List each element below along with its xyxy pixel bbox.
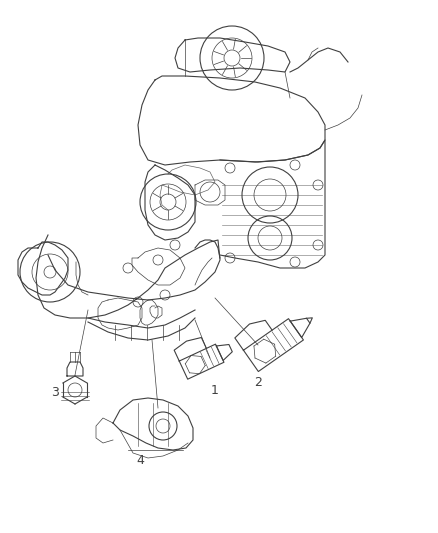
Text: 4: 4 (136, 454, 144, 466)
Text: 3: 3 (51, 386, 59, 400)
Text: 1: 1 (211, 384, 219, 397)
Text: 2: 2 (254, 376, 262, 390)
